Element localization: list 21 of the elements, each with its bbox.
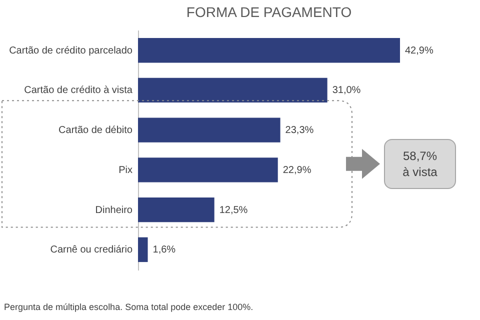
bar bbox=[138, 78, 328, 103]
bar bbox=[138, 197, 214, 222]
bar bbox=[138, 237, 148, 262]
callout-box: 58,7% à vista bbox=[384, 138, 456, 189]
data-label: 23,3% bbox=[285, 125, 314, 136]
bar bbox=[138, 38, 400, 63]
y-tick-label: Pix bbox=[118, 164, 132, 176]
y-tick-label: Cartão de débito bbox=[58, 125, 133, 136]
bar bbox=[138, 158, 278, 182]
data-label: 42,9% bbox=[405, 45, 434, 56]
text: Pergunta de múltipla escolha. Soma total pode exceder 100%. bbox=[4, 302, 254, 312]
y-tick-label: Carnê ou crediário bbox=[50, 244, 133, 256]
data-label: 12,5% bbox=[219, 204, 248, 216]
data-label: 1,6% bbox=[152, 244, 176, 256]
chart-title: FORMA DE PAGAMENTO bbox=[186, 4, 352, 20]
data-label: 22,9% bbox=[282, 164, 312, 176]
y-tick-label: Dinheiro bbox=[95, 204, 133, 216]
bar bbox=[138, 118, 280, 142]
data-label: 31,0% bbox=[332, 85, 361, 96]
y-tick-label: Cartão de crédito parcelado bbox=[9, 45, 133, 56]
y-tick-label: Cartão de crédito à vista bbox=[24, 85, 133, 96]
